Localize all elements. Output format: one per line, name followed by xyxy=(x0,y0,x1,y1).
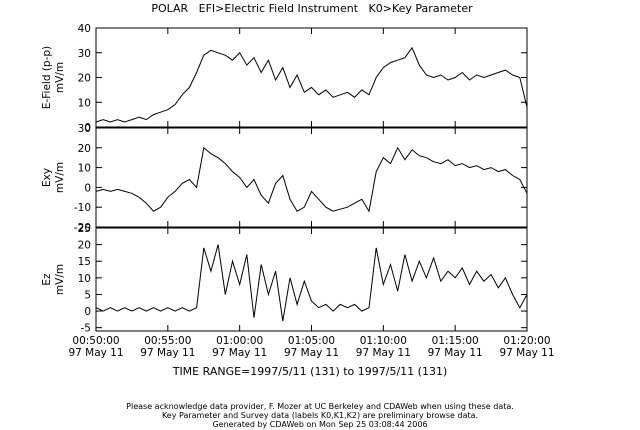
x-tick-time-label: 01:05:00 xyxy=(288,335,335,347)
y-tick-label: 20 xyxy=(78,143,91,155)
y-tick-label: 40 xyxy=(78,23,91,35)
time-range-label: TIME RANGE=1997/5/11 (131) to 1997/5/11 … xyxy=(172,365,448,378)
y-tick-label: 20 xyxy=(78,240,91,252)
footer-line-2: Key Parameter and Survey data (labels K0… xyxy=(162,411,478,420)
y-tick-label: 25 xyxy=(78,223,91,235)
y-tick-label: 10 xyxy=(78,273,91,285)
y-axis-label: E-Field (p-p) xyxy=(41,46,53,109)
panel-3: -5 0 5 10 15 20 25 Ez mV/m xyxy=(41,223,528,335)
x-tick-time-label: 01:00:00 xyxy=(216,335,263,347)
series-line xyxy=(95,46,528,123)
y-tick-label: 0 xyxy=(84,306,91,318)
x-tick-time-label: 00:50:00 xyxy=(72,335,119,347)
y-tick-label: -10 xyxy=(74,202,91,214)
footer-line-1: Please acknowledge data provider, F. Moz… xyxy=(126,402,514,411)
y-tick-label: 0 xyxy=(84,122,91,134)
y-axis-label: mV/m xyxy=(54,264,66,295)
y-axis-label: Ez xyxy=(41,273,53,286)
chart-title: POLAR EFI>Electric Field Instrument K0>K… xyxy=(151,2,473,15)
y-tick-label: 0 xyxy=(84,182,91,194)
y-axis-label: mV/m xyxy=(54,62,66,93)
y-tick-label: 5 xyxy=(84,289,91,301)
panel-1: 0 10 20 30 40 E-Field (p-p) mV/m xyxy=(41,23,528,134)
y-axis-label: mV/m xyxy=(54,162,66,193)
panel-frame xyxy=(95,127,528,228)
series-line xyxy=(95,146,528,213)
y-tick-label: 10 xyxy=(78,97,91,109)
x-tick-date-label: 97 May 11 xyxy=(68,347,123,359)
x-tick-date-label: 97 May 11 xyxy=(499,347,554,359)
x-tick-date-label: 97 May 11 xyxy=(284,347,339,359)
x-tick-time-label: 01:15:00 xyxy=(432,335,479,347)
x-tick-date-label: 97 May 11 xyxy=(212,347,267,359)
y-axis-label: Exy xyxy=(41,168,53,187)
y-tick-label: 20 xyxy=(78,73,91,85)
y-tick-label: 10 xyxy=(78,163,91,175)
y-tick-label: 15 xyxy=(78,256,91,268)
x-tick-time-label: 00:55:00 xyxy=(144,335,191,347)
x-tick-time-label: 01:20:00 xyxy=(503,335,550,347)
x-tick-date-label: 97 May 11 xyxy=(140,347,195,359)
x-tick-date-label: 97 May 11 xyxy=(428,347,483,359)
x-tick-date-label: 97 May 11 xyxy=(356,347,411,359)
y-tick-label: 30 xyxy=(78,48,91,60)
panel-frame xyxy=(95,227,528,332)
y-tick-label: -20 xyxy=(74,222,91,234)
y-tick-label: -5 xyxy=(81,323,91,335)
y-tick-label: 30 xyxy=(78,123,91,135)
panel-2: -20 -10 0 10 20 30 Exy mV/m xyxy=(41,123,528,234)
series-line xyxy=(95,244,528,322)
footer-line-3: Generated by CDAWeb on Mon Sep 25 03:08:… xyxy=(212,420,427,429)
x-tick-time-label: 01:10:00 xyxy=(360,335,407,347)
